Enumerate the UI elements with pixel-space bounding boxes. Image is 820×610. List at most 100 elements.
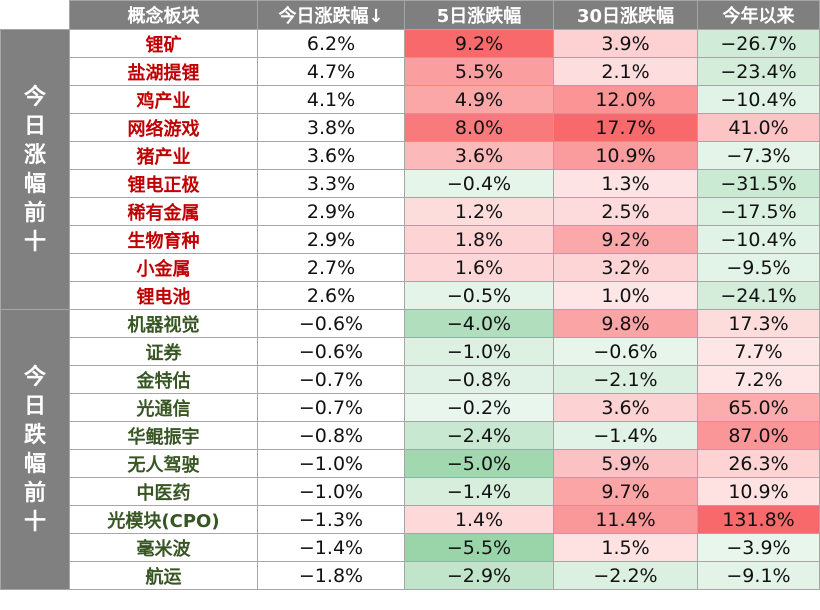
group-label-top-losers: 今日跌幅前十 [0, 309, 70, 590]
table-row: 航运 −1.8% −2.9% −2.2% −9.1% [1, 561, 820, 590]
value-cell-today: −1.8% [257, 561, 405, 590]
table-row: 锂电池 2.6% −0.5% 1.0% −24.1% [1, 281, 820, 310]
value-cell-30d: −0.6% [553, 337, 698, 366]
value-cell-ytd: −23.4% [697, 57, 820, 86]
table-row: 锂电正极 3.3% −0.4% 1.3% −31.5% [1, 169, 820, 198]
value-cell-today: −0.7% [257, 393, 405, 422]
value-cell-30d: −1.4% [553, 421, 698, 450]
value-cell-today: 4.1% [257, 85, 405, 114]
value-cell-30d: 1.3% [553, 169, 698, 198]
value-cell-5d: −0.5% [404, 281, 554, 310]
value-cell-30d: −2.2% [553, 561, 698, 590]
value-cell-5d: −0.4% [404, 169, 554, 198]
value-cell-ytd: −9.1% [697, 561, 820, 590]
value-cell-today: 3.6% [257, 141, 405, 170]
header-30d: 30日涨跌幅 [553, 0, 698, 30]
value-cell-today: −0.6% [257, 337, 405, 366]
value-cell-30d: 1.0% [553, 281, 698, 310]
sector-name-cell: 中医药 [69, 477, 258, 506]
value-cell-5d: −1.4% [404, 477, 554, 506]
value-cell-today: 6.2% [257, 29, 405, 58]
sector-name-cell: 锂矿 [69, 29, 258, 58]
table-row: 中医药 −1.0% −1.4% 9.7% 10.9% [1, 477, 820, 506]
value-cell-ytd: 26.3% [697, 449, 820, 478]
value-cell-5d: −5.0% [404, 449, 554, 478]
sector-name-cell: 无人驾驶 [69, 449, 258, 478]
value-cell-5d: 5.5% [404, 57, 554, 86]
sector-name-cell: 毫米波 [69, 533, 258, 562]
sector-name-cell: 锂电正极 [69, 169, 258, 198]
group-label-char: 涨 [23, 142, 46, 168]
value-cell-5d: −1.0% [404, 337, 554, 366]
group-label-char: 今 [23, 84, 46, 110]
header-ytd: 今年以来 [697, 0, 820, 30]
value-cell-30d: −2.1% [553, 365, 698, 394]
sector-name-cell: 鸡产业 [69, 85, 258, 114]
sector-name-cell: 稀有金属 [69, 197, 258, 226]
value-cell-ytd: −31.5% [697, 169, 820, 198]
value-cell-30d: 10.9% [553, 141, 698, 170]
value-cell-5d: 1.8% [404, 225, 554, 254]
value-cell-30d: 9.2% [553, 225, 698, 254]
sector-name-cell: 华鲲振宇 [69, 421, 258, 450]
table-row: 网络游戏 3.8% 8.0% 17.7% 41.0% [1, 113, 820, 142]
value-cell-ytd: 7.2% [697, 365, 820, 394]
table-row: 生物育种 2.9% 1.8% 9.2% −10.4% [1, 225, 820, 254]
value-cell-30d: 9.7% [553, 477, 698, 506]
sector-name-cell: 光模块(CPO) [69, 505, 258, 534]
sector-name-cell: 盐湖提锂 [69, 57, 258, 86]
value-cell-today: −0.6% [257, 309, 405, 338]
value-cell-today: 3.8% [257, 113, 405, 142]
value-cell-today: 3.3% [257, 169, 405, 198]
value-cell-today: −0.7% [257, 365, 405, 394]
value-cell-ytd: −10.4% [697, 85, 820, 114]
header-corner [0, 0, 70, 30]
table-row: 光通信 −0.7% −0.2% 3.6% 65.0% [1, 393, 820, 422]
table-row: 金特估 −0.7% −0.8% −2.1% 7.2% [1, 365, 820, 394]
header-5d: 5日涨跌幅 [404, 0, 554, 30]
sector-name-cell: 机器视觉 [69, 309, 258, 338]
sector-name-cell: 锂电池 [69, 281, 258, 310]
value-cell-5d: −2.4% [404, 421, 554, 450]
table-row: 稀有金属 2.9% 1.2% 2.5% −17.5% [1, 197, 820, 226]
table-row: 今日涨幅前十锂矿 6.2% 9.2% 3.9% −26.7% [0, 29, 820, 310]
value-cell-ytd: 41.0% [697, 113, 820, 142]
header-sector: 概念板块 [69, 0, 258, 30]
group-label-char: 幅 [23, 451, 46, 477]
table-row: 盐湖提锂 4.7% 5.5% 2.1% −23.4% [1, 57, 820, 86]
sector-name-cell: 光通信 [69, 393, 258, 422]
value-cell-ytd: 7.7% [697, 337, 820, 366]
table-row: 证券 −0.6% −1.0% −0.6% 7.7% [1, 337, 820, 366]
value-cell-ytd: −9.5% [697, 253, 820, 282]
value-cell-30d: 3.2% [553, 253, 698, 282]
value-cell-ytd: −17.5% [697, 197, 820, 226]
group-label-char: 日 [23, 393, 46, 419]
sector-name-cell: 猪产业 [69, 141, 258, 170]
group-label-char: 幅 [23, 171, 46, 197]
group-label-char: 十 [23, 509, 46, 535]
group-label-char: 前 [23, 200, 46, 226]
group-label-char: 日 [23, 113, 46, 139]
value-cell-today: 2.7% [257, 253, 405, 282]
value-cell-ytd: 87.0% [697, 421, 820, 450]
group-label-char: 十 [23, 229, 46, 255]
value-cell-5d: 1.4% [404, 505, 554, 534]
value-cell-today: −0.8% [257, 421, 405, 450]
header-today: 今日涨跌幅↓ [257, 0, 405, 30]
table-row: 毫米波 −1.4% −5.5% 1.5% −3.9% [1, 533, 820, 562]
table-row: 华鲲振宇 −0.8% −2.4% −1.4% 87.0% [1, 421, 820, 450]
table-row: 鸡产业 4.1% 4.9% 12.0% −10.4% [1, 85, 820, 114]
value-cell-30d: 11.4% [553, 505, 698, 534]
sector-name-cell: 网络游戏 [69, 113, 258, 142]
sector-name-cell: 证券 [69, 337, 258, 366]
value-cell-5d: 1.2% [404, 197, 554, 226]
value-cell-ytd: 17.3% [697, 309, 820, 338]
table-row: 光模块(CPO) −1.3% 1.4% 11.4% 131.8% [1, 505, 820, 534]
value-cell-30d: 2.1% [553, 57, 698, 86]
value-cell-30d: 9.8% [553, 309, 698, 338]
value-cell-30d: 1.5% [553, 533, 698, 562]
group-label-char: 今 [23, 364, 46, 390]
value-cell-ytd: 65.0% [697, 393, 820, 422]
value-cell-today: −1.0% [257, 477, 405, 506]
value-cell-today: −1.4% [257, 533, 405, 562]
